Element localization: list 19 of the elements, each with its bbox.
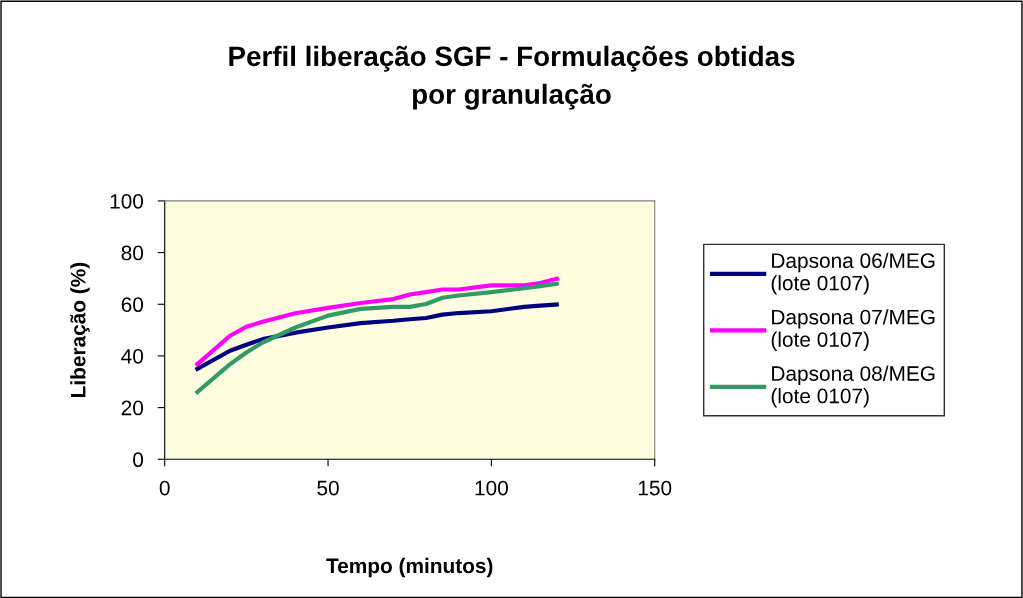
- x-tick-label: 150: [638, 480, 672, 496]
- line-series: [195, 276, 559, 367]
- y-tick-label: 100: [110, 193, 144, 209]
- x-tick-label: 0: [159, 480, 170, 496]
- y-tick-label: 0: [133, 452, 144, 468]
- legend-label: Dapsona 07/MEG (lote 0107): [771, 309, 935, 352]
- y-tick-label: 20: [121, 400, 144, 416]
- y-tick-label: 80: [121, 245, 144, 261]
- x-tick-label: 100: [475, 480, 508, 496]
- y-tick-label: 40: [121, 348, 144, 364]
- y-tick-label: 60: [121, 297, 144, 313]
- x-axis-title: Tempo (minutos): [326, 557, 493, 578]
- legend-label: Dapsona 06/MEG (lote 0107): [771, 252, 935, 295]
- line-series: [195, 302, 559, 371]
- line-series: [195, 281, 559, 395]
- y-axis-title: Liberação (%): [70, 262, 90, 397]
- x-tick-label: 50: [317, 480, 339, 496]
- legend-label: Dapsona 08/MEG (lote 0107): [771, 365, 935, 408]
- chart-title: Perfil liberação SGF - Formulações obtidas por granulação: [229, 45, 795, 110]
